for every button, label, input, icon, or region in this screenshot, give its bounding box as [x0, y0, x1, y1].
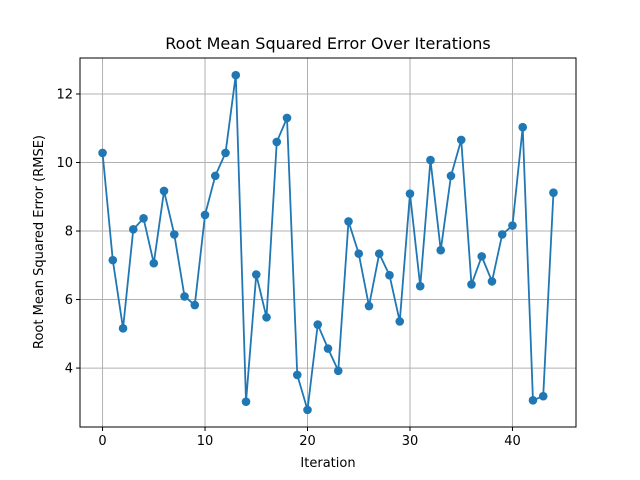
data-point: [200, 210, 210, 220]
data-point: [231, 70, 241, 80]
x-tick-label: 20: [299, 434, 316, 449]
data-point: [262, 313, 271, 322]
series-line: [101, 74, 555, 411]
data-point: [456, 135, 466, 145]
data-point: [210, 171, 220, 181]
data-point: [364, 301, 374, 311]
data-point: [241, 397, 251, 406]
data-point: [190, 300, 200, 310]
data-point: [395, 317, 405, 326]
data-point: [149, 258, 159, 268]
data-point: [180, 292, 189, 301]
data-point: [538, 391, 548, 401]
y-tick-label: 8: [65, 225, 73, 240]
data-point: [118, 324, 128, 333]
data-point: [292, 370, 302, 380]
data-point: [497, 230, 507, 239]
data-point: [282, 113, 292, 123]
data-point: [128, 225, 138, 234]
data-point: [303, 405, 312, 415]
data-point: [313, 320, 323, 329]
data-point: [169, 230, 179, 239]
x-tick-label: 30: [402, 434, 419, 449]
axis-ticks: 0 10 20 30 40 4 6 8 10 12: [56, 87, 520, 449]
chart-title: Root Mean Squared Error Over Iterations: [165, 34, 490, 53]
x-tick-label: 10: [197, 434, 214, 449]
y-tick-label: 10: [56, 156, 73, 171]
x-tick-label: 0: [98, 434, 106, 449]
data-point: [446, 171, 456, 181]
data-point: [436, 245, 446, 255]
data-point: [385, 270, 394, 280]
data-point: [108, 255, 118, 265]
data-point: [333, 366, 343, 376]
y-tick-label: 12: [56, 87, 73, 102]
data-point: [251, 270, 261, 279]
data-point: [354, 249, 364, 258]
data-point: [323, 344, 333, 353]
data-point: [374, 249, 384, 258]
data-point: [415, 281, 425, 291]
data-point: [405, 189, 415, 198]
x-axis-label: Iteration: [300, 456, 355, 471]
data-point: [98, 148, 107, 158]
y-tick-label: 4: [65, 362, 73, 377]
data-point: [528, 395, 538, 405]
x-tick-label: 40: [504, 434, 521, 449]
data-point: [426, 155, 435, 165]
grid-lines: [80, 58, 576, 427]
y-axis-label: Root Mean Squared Error (RMSE): [32, 135, 47, 349]
data-point: [467, 280, 476, 289]
y-tick-label: 6: [65, 293, 73, 308]
data-point: [487, 277, 497, 286]
data-point: [344, 217, 353, 226]
data-point: [518, 122, 528, 132]
data-point: [159, 186, 169, 196]
data-point: [508, 221, 517, 230]
plot-area-frame: [79, 57, 577, 428]
data-point: [221, 148, 230, 158]
series-layer: [98, 70, 558, 415]
data-point: [549, 188, 558, 197]
data-point: [477, 252, 487, 261]
data-point: [272, 137, 282, 147]
data-point: [139, 214, 148, 223]
